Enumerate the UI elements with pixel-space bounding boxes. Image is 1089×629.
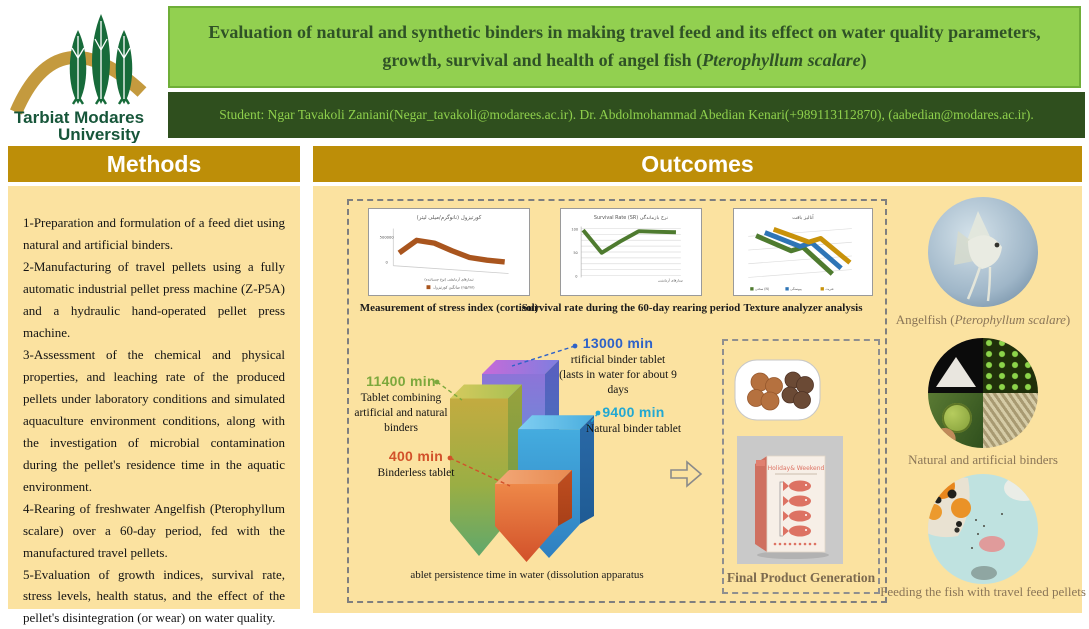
product-box-dots <box>774 543 817 546</box>
methods-item-5: 5-Evaluation of growth indices, survival… <box>23 564 285 629</box>
texture-chart-title: آنالیز بافت <box>792 214 814 221</box>
feed-pellets-image <box>734 359 821 421</box>
feeding-caption: Feeding the fish with travel feed pellet… <box>873 584 1089 600</box>
outcomes-section-header: Outcomes <box>313 146 1082 182</box>
svg-text:500000: 500000 <box>380 235 395 239</box>
methods-item-1: 1-Preparation and formulation of a feed … <box>23 212 285 256</box>
methods-title: Methods <box>107 151 202 178</box>
product-box-image: Holiday& Weekend <box>737 436 843 564</box>
poster-title: Evaluation of natural and synthetic bind… <box>168 6 1081 88</box>
bar-label-1-desc: Tablet combining artificial and natural … <box>340 391 462 436</box>
cortisol-chart-title: کورتیزول (نانوگرم/میلی لیتر) <box>417 214 482 221</box>
texture-legend-swatch-1 <box>750 287 753 290</box>
cortisol-legend-swatch <box>427 285 431 289</box>
bar-label-2: 9400 min Natural binder tablet <box>556 404 711 437</box>
outcomes-title: Outcomes <box>641 151 753 178</box>
university-logo-graphic: Tarbiat Modares University <box>0 0 165 143</box>
arrow-icon <box>668 459 704 489</box>
angelfish-photo <box>928 197 1038 307</box>
bar-label-3: 400 min Binderless tablet <box>351 448 481 481</box>
pellet-in-water <box>979 536 1005 552</box>
bar-label-3-value: 400 min <box>351 448 481 464</box>
methods-item-3: 3-Assessment of the chemical and physica… <box>23 344 285 498</box>
texture-chart-caption: Texture analyzer analysis <box>733 302 873 314</box>
title-text: Evaluation of natural and synthetic bind… <box>208 22 1040 70</box>
svg-text:50: 50 <box>573 251 577 255</box>
bar-label-0: 13000 min rtificial binder tablet (lasts… <box>543 335 693 398</box>
texture-chart: آنالیز بافت سختی (N) پیوستگی فنریت <box>733 208 873 296</box>
bar-label-0-value: 13000 min <box>543 335 693 351</box>
cortisol-chart: کورتیزول (نانوگرم/میلی لیتر) 500000 0 تی… <box>368 208 530 296</box>
survival-chart-caption: Survival rate during the 60-day rearing … <box>521 302 741 314</box>
methods-item-4: 4-Rearing of freshwater Angelfish (Ptero… <box>23 498 285 564</box>
cortisol-xnote: تیمارهای آزمایشی (نوع چسباننده) <box>424 277 473 281</box>
texture-legend-swatch-2 <box>785 287 788 290</box>
persistence-chart-caption: ablet persistence time in water (dissolu… <box>377 569 677 581</box>
survival-series-line <box>583 230 676 253</box>
svg-text:0: 0 <box>385 261 388 265</box>
bar-label-2-value: 9400 min <box>556 404 711 420</box>
texture-legend-label-3: فنریت <box>825 287 834 291</box>
university-logo: Tarbiat Modares University <box>0 0 165 143</box>
outcomes-section-body: کورتیزول (نانوگرم/میلی لیتر) 500000 0 تی… <box>313 186 1082 613</box>
methods-item-2: 2-Manufacturing of travel pellets using … <box>23 256 285 344</box>
student-info-bar: Student: Ngar Tavakoli Zaniani(Negar_tav… <box>168 92 1085 138</box>
survival-chart: Survival Rate (SR) نرخ بازماندگی 100 50 … <box>560 208 702 296</box>
fruit-binder-image <box>928 393 983 448</box>
product-box-title: Holiday& Weekend <box>768 465 825 472</box>
woven-binder-image <box>983 393 1038 448</box>
powder-binder-image <box>928 338 983 393</box>
bar-label-1-value: 11400 min <box>331 373 471 389</box>
bar-label-1: 11400 min Tablet combining artificial an… <box>331 373 471 436</box>
methods-section-body: 1-Preparation and formulation of a feed … <box>8 186 300 609</box>
texture-legend-label-2: پیوستگی <box>790 287 801 291</box>
koi-eye <box>954 527 959 532</box>
title-species: Pterophyllum scalare <box>702 50 861 70</box>
student-info-text: Student: Ngar Tavakoli Zaniani(Negar_tav… <box>219 107 1034 123</box>
survival-chart-title: Survival Rate (SR) نرخ بازماندگی <box>594 214 668 221</box>
svg-text:0: 0 <box>575 274 577 278</box>
survival-xnote: تیمارهای آزمایشی <box>658 278 683 282</box>
binders-collage-photo <box>928 338 1038 448</box>
duckweed-binder-image <box>983 338 1038 393</box>
texture-legend-swatch-3 <box>821 287 824 290</box>
poster-page: Tarbiat Modares University Evaluation of… <box>0 0 1089 613</box>
logo-text-line2: University <box>58 125 141 143</box>
sunken-pellet <box>971 566 997 580</box>
cortisol-series-line <box>399 240 505 262</box>
angelfish-eye <box>995 243 1000 248</box>
feeding-photo <box>928 474 1038 584</box>
final-product-caption: Final Product Generation <box>724 570 878 586</box>
product-box-side <box>755 456 767 552</box>
bar-label-3-desc: Binderless tablet <box>356 466 476 481</box>
svg-text:100: 100 <box>571 228 578 232</box>
bar-label-0-desc: rtificial binder tablet (lasts in water … <box>559 353 677 398</box>
title-close: ) <box>861 50 867 70</box>
methods-section-header: Methods <box>8 146 300 182</box>
cortisol-legend-label: میانگین کورتیزول (ng/ml) <box>433 285 475 290</box>
texture-legend-label-1: سختی (N) <box>755 287 769 291</box>
angelfish-caption: Angelfish (Pterophyllum scalare) <box>873 312 1089 328</box>
binders-caption: Natural and artificial binders <box>873 452 1089 468</box>
bar-label-2-desc: Natural binder tablet <box>559 422 709 437</box>
